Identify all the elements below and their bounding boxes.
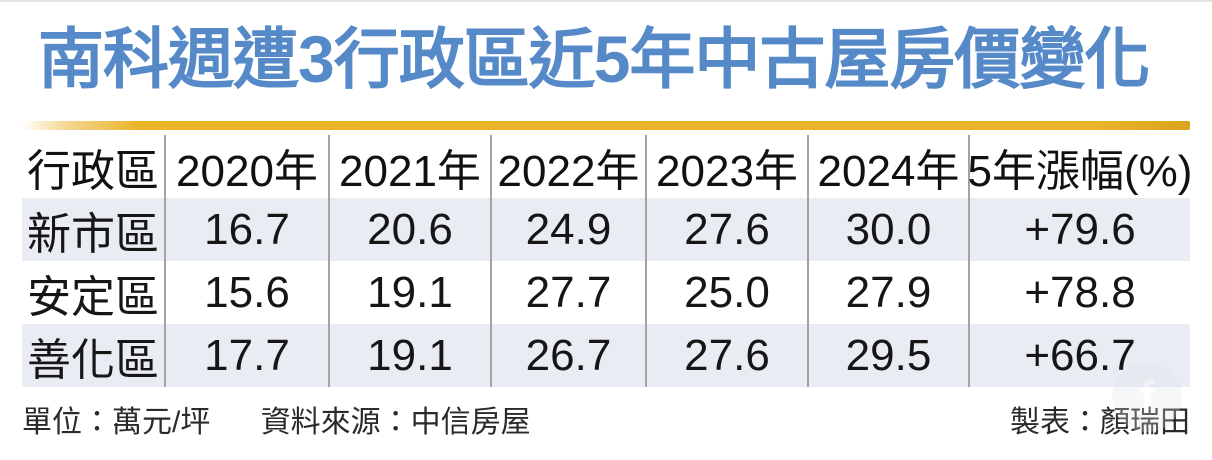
table-cell: 29.5 xyxy=(807,324,968,387)
footer-notes: 單位：萬元/坪 資料來源：中信房屋 製表：顏瑞田 xyxy=(22,397,1190,441)
table-cell: 24.9 xyxy=(490,198,645,261)
column-header-2021: 2021年 xyxy=(328,135,490,198)
table-cell-change: +66.7 xyxy=(968,324,1190,387)
row-label: 安定區 xyxy=(27,272,159,322)
table-cell: 19.1 xyxy=(328,261,490,324)
unit-note: 單位：萬元/坪 xyxy=(22,406,211,439)
table-cell: 27.6 xyxy=(645,198,807,261)
column-header-district: 行政區 xyxy=(27,146,159,196)
table-cell: 30.0 xyxy=(807,198,968,261)
row-label: 善化區 xyxy=(22,324,164,387)
page-title: 南科週遭3行政區近5年中古屋房價變化 xyxy=(38,22,1150,96)
column-header-2020: 2020年 xyxy=(164,135,328,198)
source-note: 資料來源：中信房屋 xyxy=(260,406,531,439)
table-cell: 26.7 xyxy=(490,324,645,387)
table-cell: 20.6 xyxy=(328,198,490,261)
table-cell-change: +78.8 xyxy=(968,261,1190,324)
column-header-2022: 2022年 xyxy=(490,135,645,198)
title-accent-bar xyxy=(22,121,1190,130)
watermark-icon: f xyxy=(1112,362,1182,432)
footer-left-notes: 單位：萬元/坪 資料來源：中信房屋 xyxy=(22,397,531,441)
column-header-2024: 2024年 xyxy=(807,135,968,198)
table-cell: 15.6 xyxy=(164,261,328,324)
table-cell: 16.7 xyxy=(164,198,328,261)
table-cell: 27.9 xyxy=(807,261,968,324)
table-cell: 27.7 xyxy=(490,261,645,324)
column-header-2023: 2023年 xyxy=(645,135,807,198)
column-header-change: 5年漲幅(%) xyxy=(968,135,1192,198)
price-table: 行政區 2020年 2021年 2022年 2023年 2024年 5年漲幅(%… xyxy=(22,135,1192,387)
table-cell: 19.1 xyxy=(328,324,490,387)
table-cell: 17.7 xyxy=(164,324,328,387)
row-label: 新市區 xyxy=(22,198,164,261)
table-cell: 25.0 xyxy=(645,261,807,324)
credit-note: 製表：顏瑞田 xyxy=(1010,406,1190,439)
table-cell-change: +79.6 xyxy=(968,198,1190,261)
table-cell: 27.6 xyxy=(645,324,807,387)
